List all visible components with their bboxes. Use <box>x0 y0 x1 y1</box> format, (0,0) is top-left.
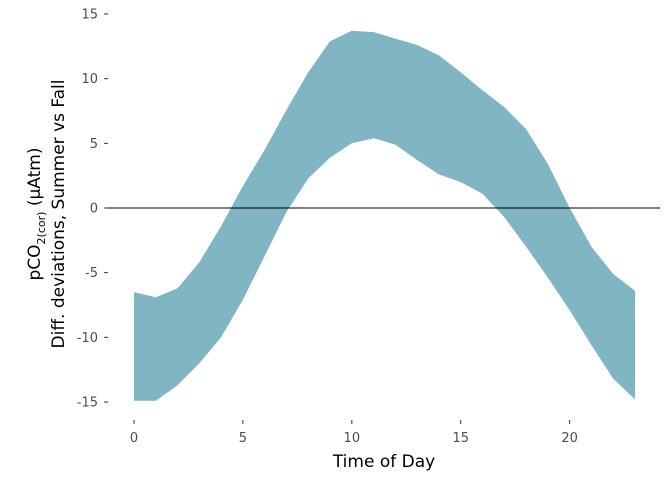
x-tick-label: 15 <box>452 431 469 446</box>
y-tick-label: -10 <box>77 331 98 346</box>
y-axis-ticks: -15 -10 -5 0 5 10 15 <box>77 8 108 411</box>
y-axis-title: pCO2(cor) (µAtm) Diff. deviations, Summe… <box>25 80 69 349</box>
y-tick-label: 0 <box>90 202 98 217</box>
y-tick-label: -5 <box>85 266 98 281</box>
ribbon-layer <box>134 30 635 401</box>
x-axis-ticks: 0 5 10 15 20 <box>130 420 578 446</box>
y-tick-label: -15 <box>77 396 98 411</box>
y-axis-title-subscript: 2(cor) <box>35 212 48 245</box>
x-tick-label: 20 <box>561 431 578 446</box>
ribbon-area-ribbon <box>134 30 635 401</box>
y-axis-title-line2: Diff. deviations, Summer vs Fall <box>49 80 69 349</box>
y-tick-label: 5 <box>90 137 98 152</box>
y-axis-title-units: (µAtm) <box>25 148 45 212</box>
y-axis-title-prefix: pCO <box>25 244 45 280</box>
x-tick-label: 5 <box>239 431 247 446</box>
x-tick-label: 0 <box>130 431 138 446</box>
x-axis-title: Time of Day <box>332 452 435 472</box>
x-tick-label: 10 <box>344 431 361 446</box>
y-axis-title-line1: pCO2(cor) (µAtm) <box>25 148 48 281</box>
y-tick-label: 10 <box>81 72 98 87</box>
y-tick-label: 15 <box>81 8 98 23</box>
